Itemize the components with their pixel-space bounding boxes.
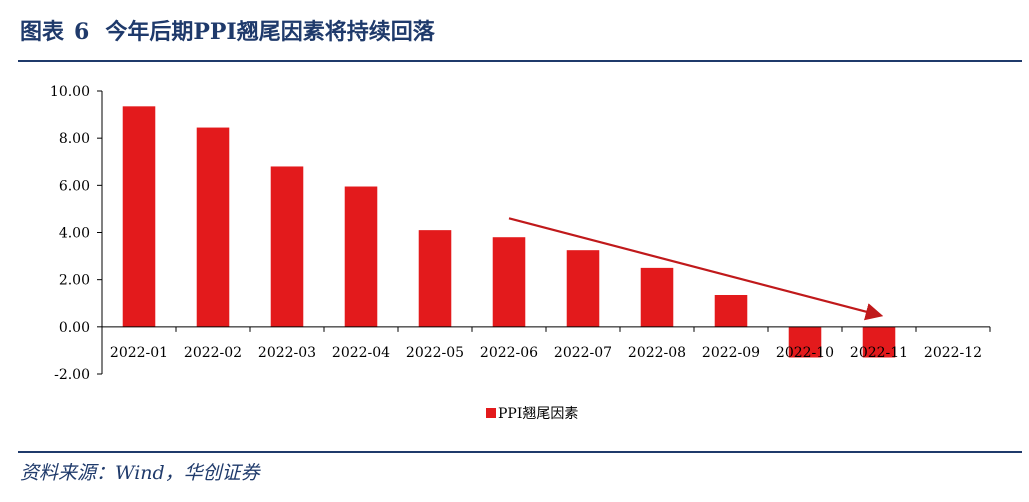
x-tick-label: 2022-06 bbox=[480, 345, 538, 361]
y-tick-label: -2.00 bbox=[54, 367, 90, 383]
bar-2022-06 bbox=[492, 237, 526, 327]
bar-2022-08 bbox=[640, 267, 674, 327]
x-tick-label: 2022-10 bbox=[776, 345, 834, 361]
bar-2022-04 bbox=[344, 186, 378, 327]
y-tick-label: 4.00 bbox=[59, 226, 90, 242]
top-rule bbox=[18, 60, 1022, 62]
bar-chart: -2.00 0.00 2.00 4.00 6.00 8.00 10.00 2022-01 202… bbox=[50, 84, 991, 422]
y-tick-label: 8.00 bbox=[59, 131, 90, 147]
bar-2022-02 bbox=[196, 127, 230, 327]
x-tick-label: 2022-02 bbox=[184, 345, 242, 361]
figure-title: 图表 6 今年后期PPI翘尾因素将持续回落 bbox=[20, 16, 435, 48]
bottom-rule bbox=[18, 451, 1022, 453]
x-tick-label: 2022-04 bbox=[332, 345, 390, 361]
figure-number: 6 bbox=[74, 19, 90, 45]
y-tick-label: 6.00 bbox=[59, 178, 90, 194]
y-tick-label: 10.00 bbox=[50, 84, 90, 100]
x-tick-label: 2022-03 bbox=[258, 345, 316, 361]
bar-2022-07 bbox=[566, 250, 600, 327]
bar-2022-01 bbox=[122, 106, 156, 327]
x-tick-label: 2022-07 bbox=[554, 345, 612, 361]
legend-swatch bbox=[486, 408, 496, 418]
figure-label: 图表 bbox=[20, 19, 65, 45]
x-tick-label: 2022-12 bbox=[924, 345, 982, 361]
figure-title-text: 今年后期PPI翘尾因素将持续回落 bbox=[105, 19, 435, 45]
legend-label: PPI翘尾因素 bbox=[498, 406, 578, 422]
x-tick-label: 2022-09 bbox=[702, 345, 760, 361]
y-tick-label: 0.00 bbox=[59, 320, 90, 336]
bar-2022-09 bbox=[714, 294, 748, 327]
source-note: 资料来源：Wind，华创证券 bbox=[20, 462, 260, 484]
x-tick-label: 2022-11 bbox=[850, 345, 908, 361]
bar-2022-11 bbox=[862, 326, 896, 358]
bar-2022-03 bbox=[270, 166, 304, 327]
x-tick-label: 2022-01 bbox=[110, 345, 168, 361]
bar-2022-10 bbox=[788, 326, 822, 358]
y-tick-label: 2.00 bbox=[59, 273, 90, 289]
trend-arrow bbox=[508, 217, 884, 321]
bar-2022-05 bbox=[418, 230, 452, 327]
x-tick-label: 2022-05 bbox=[406, 345, 464, 361]
x-tick-label: 2022-08 bbox=[628, 345, 686, 361]
